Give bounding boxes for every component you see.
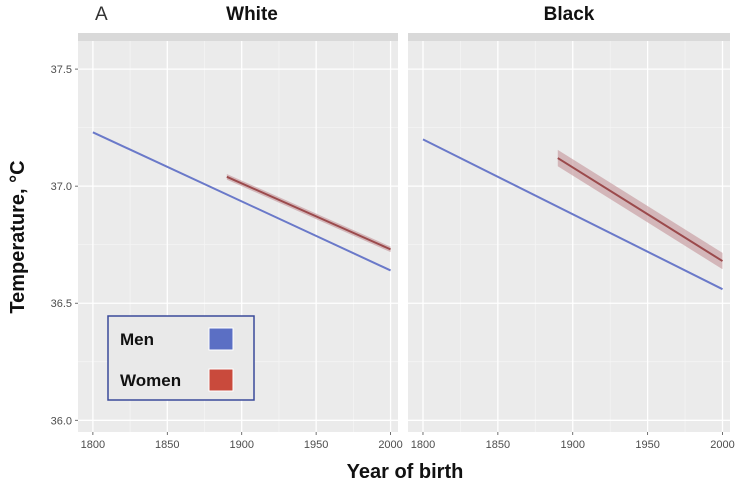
series-line-white-men	[92, 131, 391, 272]
legend-swatch-men	[208, 327, 234, 351]
facet-strip-black	[408, 33, 730, 41]
series-line-white-women	[226, 175, 391, 251]
axis-ticks: 1800 1850 1900 1950 2000 36.0 36.5 37.0 37.5 1800…	[51, 64, 735, 451]
panel-label: A	[95, 4, 108, 25]
y-tick-label: 37.5	[51, 64, 72, 76]
x-tick-label-black: 2000	[710, 439, 734, 451]
y-tick-label: 36.0	[51, 415, 72, 427]
x-tick-label-black: 1900	[561, 439, 585, 451]
facet-strip-white	[78, 33, 398, 41]
grid-lines	[78, 41, 730, 432]
x-axis-title: Year of birth	[347, 461, 464, 483]
legend-swatch-women	[208, 368, 234, 392]
x-tick-label-white: 1800	[81, 439, 105, 451]
y-tick-label: 36.5	[51, 298, 72, 310]
x-tick-label-black: 1950	[635, 439, 659, 451]
series-line-black-men	[422, 138, 723, 291]
legend-label-women: Women	[120, 371, 181, 390]
facet-title-white: White	[226, 4, 278, 25]
series-lines	[92, 131, 724, 291]
y-tick-label: 37.0	[51, 181, 72, 193]
x-tick-label-white: 1950	[304, 439, 328, 451]
x-tick-label-white: 2000	[378, 439, 402, 451]
y-axis-title: Temperature, °C	[7, 160, 29, 313]
x-tick-label-white: 1850	[155, 439, 179, 451]
x-tick-label-black: 1800	[411, 439, 435, 451]
x-tick-label-white: 1900	[229, 439, 253, 451]
series-line-black-women	[557, 157, 724, 262]
facet-title-black: Black	[544, 4, 595, 25]
x-tick-label-black: 1850	[486, 439, 510, 451]
legend: Men Women	[107, 315, 255, 401]
legend-label-men: Men	[120, 330, 154, 349]
